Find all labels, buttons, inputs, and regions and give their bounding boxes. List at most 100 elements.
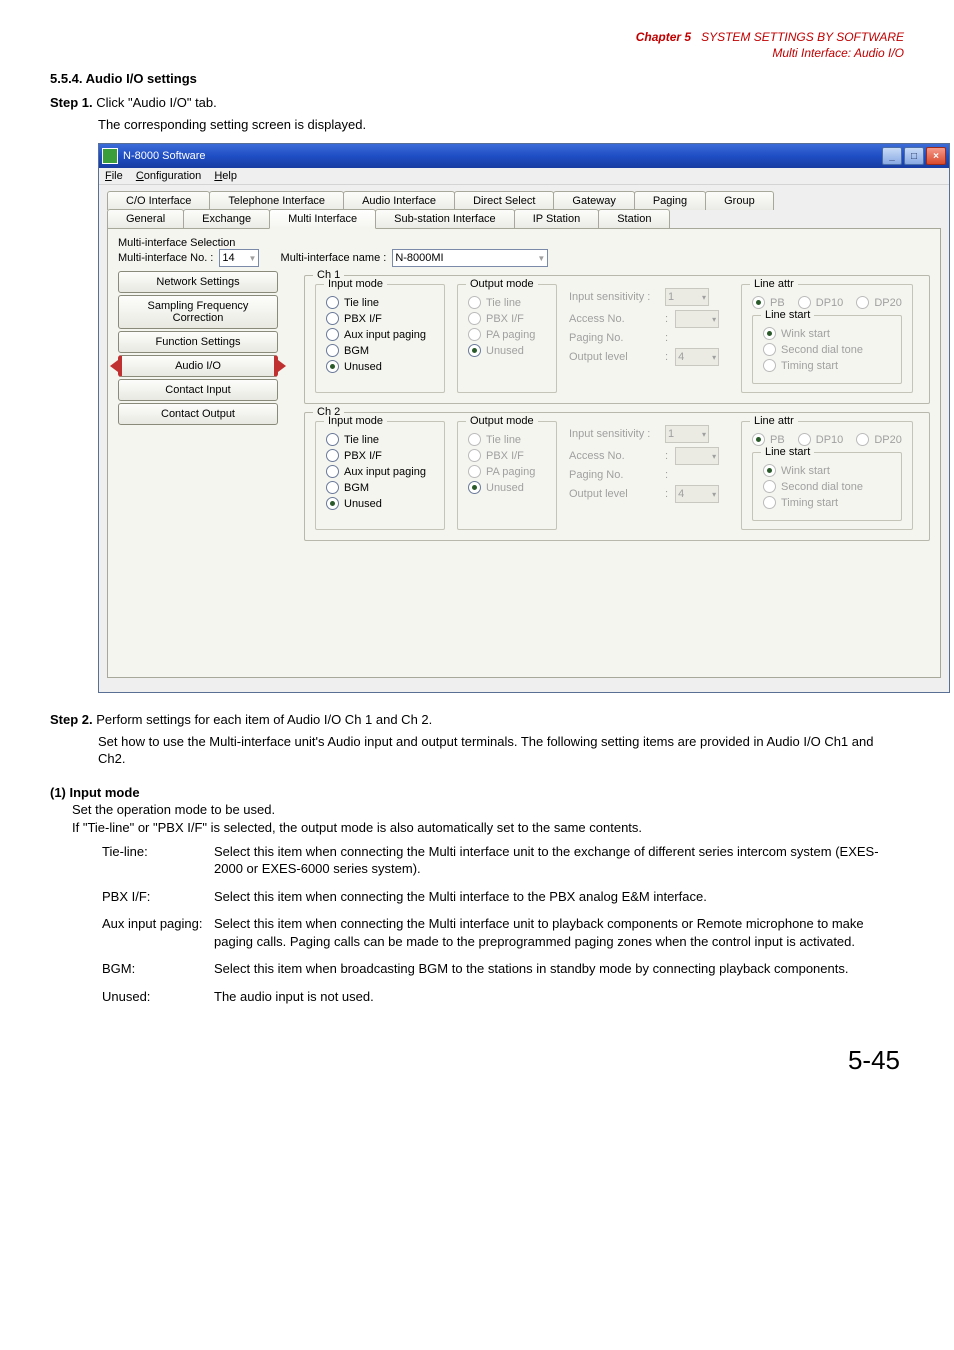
tab-station[interactable]: Station (598, 209, 670, 228)
step1-sub: The corresponding setting screen is disp… (98, 116, 904, 134)
window-title: N-8000 Software (123, 150, 882, 162)
ch1-sens-select[interactable]: 1▾ (665, 288, 709, 306)
input-mode-line1: Set the operation mode to be used. (72, 801, 904, 819)
ch1-line-attr: Line attr PB DP10 DP20 Line start Wink s… (741, 284, 913, 393)
section-heading: 5.5.4. Audio I/O settings (50, 71, 904, 86)
ch1-second[interactable]: Second dial tone (763, 343, 891, 356)
def-tie-term: Tie-line: (102, 843, 214, 878)
def-pbx-desc: Select this item when connecting the Mul… (214, 888, 904, 906)
menu-file[interactable]: File (105, 170, 123, 182)
ch1-access-select[interactable]: ▾ (675, 310, 719, 328)
mi-no-label: Multi-interface No. : (118, 252, 213, 264)
input-mode-heading: (1) Input mode (50, 784, 904, 802)
def-aux-term: Aux input paging: (102, 915, 214, 950)
tab-ip-station[interactable]: IP Station (514, 209, 600, 228)
step2-text: Perform settings for each item of Audio … (96, 712, 432, 727)
step1-label: Step 1. (50, 95, 93, 110)
ch1-pb[interactable] (752, 296, 765, 309)
ch2-out-pa[interactable]: PA paging (468, 465, 546, 478)
def-unused-desc: The audio input is not used. (214, 988, 904, 1006)
tab-general[interactable]: General (107, 209, 184, 228)
ch2-sens-select[interactable]: 1▾ (665, 425, 709, 443)
sidebar-item-contact-output[interactable]: Contact Output (118, 403, 278, 425)
tab-direct-select[interactable]: Direct Select (454, 191, 554, 210)
def-aux-desc: Select this item when connecting the Mul… (214, 915, 904, 950)
mi-no-select[interactable]: 14▼ (219, 249, 259, 267)
ch2-input-mode: Input mode Tie line PBX I/F Aux input pa… (315, 421, 445, 530)
sidebar-item-function[interactable]: Function Settings (118, 331, 278, 353)
tab-telephone-interface[interactable]: Telephone Interface (209, 191, 344, 210)
maximize-button[interactable]: □ (904, 147, 924, 165)
ch1-out-pbx[interactable]: PBX I/F (468, 312, 546, 325)
ch2-access-select[interactable]: ▾ (675, 447, 719, 465)
ch2-out-pbx[interactable]: PBX I/F (468, 449, 546, 462)
ch2-wink[interactable]: Wink start (763, 464, 891, 477)
mi-name-value: N-8000MI (395, 252, 443, 264)
chapter-label: Chapter 5 (636, 30, 691, 44)
close-button[interactable]: × (926, 147, 946, 165)
ch1-in-bgm[interactable]: BGM (326, 344, 434, 357)
ch1-dp20[interactable] (856, 296, 869, 309)
menu-configuration[interactable]: Configuration (136, 170, 201, 182)
tab-group[interactable]: Group (705, 191, 774, 210)
tab-co-interface[interactable]: C/O Interface (107, 191, 210, 210)
ch1-in-pbx[interactable]: PBX I/F (326, 312, 434, 325)
input-mode-line2: If "Tie-line" or "PBX I/F" is selected, … (72, 819, 904, 837)
ch2-in-tie[interactable]: Tie line (326, 433, 434, 446)
tabpanel-multi-interface: Multi-interface Selection Multi-interfac… (107, 228, 941, 678)
ch1-in-unused[interactable]: Unused (326, 360, 434, 373)
sidebar-item-network[interactable]: Network Settings (118, 271, 278, 293)
menu-help[interactable]: Help (214, 170, 237, 182)
ch2-out-unused[interactable]: Unused (468, 481, 546, 494)
ch1-out-tie[interactable]: Tie line (468, 296, 546, 309)
ch1-in-tie[interactable]: Tie line (326, 296, 434, 309)
def-unused-term: Unused: (102, 988, 214, 1006)
ch1-timing[interactable]: Timing start (763, 359, 891, 372)
tab-gateway[interactable]: Gateway (553, 191, 634, 210)
ch1-outlvl-select[interactable]: 4▾ (675, 348, 719, 366)
ch1-output-mode-legend: Output mode (466, 278, 538, 290)
ch2-in-bgm[interactable]: BGM (326, 481, 434, 494)
ch1-lineattr-legend: Line attr (750, 278, 798, 290)
def-bgm-term: BGM: (102, 960, 214, 978)
minimize-button[interactable]: _ (882, 147, 902, 165)
ch2-in-aux[interactable]: Aux input paging (326, 465, 434, 478)
titlebar: N-8000 Software _ □ × (99, 144, 949, 168)
sidebar-item-contact-input[interactable]: Contact Input (118, 379, 278, 401)
mi-name-select[interactable]: N-8000MI▼ (392, 249, 548, 267)
ch2-in-unused[interactable]: Unused (326, 497, 434, 510)
ch2-line-attr: Line attr PB DP10 DP20 Line start Wink s… (741, 421, 913, 530)
tab-audio-interface[interactable]: Audio Interface (343, 191, 455, 210)
ch1-out-pa[interactable]: PA paging (468, 328, 546, 341)
step2-label: Step 2. (50, 712, 93, 727)
ch1-output-mode: Output mode Tie line PBX I/F PA paging U… (457, 284, 557, 393)
ch1-in-aux[interactable]: Aux input paging (326, 328, 434, 341)
ch2-pb[interactable] (752, 433, 765, 446)
chapter-subtitle: Multi Interface: Audio I/O (50, 46, 904, 62)
app-icon (102, 148, 118, 164)
ch1-line-start: Line start Wink start Second dial tone T… (752, 315, 902, 384)
ch2-dp10[interactable] (798, 433, 811, 446)
tab-exchange[interactable]: Exchange (183, 209, 270, 228)
tabrow-second: General Exchange Multi Interface Sub-sta… (107, 209, 941, 228)
group-ch2: Ch 2 Input mode Tie line PBX I/F Aux inp… (304, 412, 930, 541)
ch1-dp10[interactable] (798, 296, 811, 309)
ch1-params: Input sensitivity :1▾ Access No.: ▾ Pagi… (569, 284, 729, 393)
sidebar-item-audio-io[interactable]: Audio I/O (118, 355, 278, 377)
ch1-out-unused[interactable]: Unused (468, 344, 546, 357)
ch2-out-tie[interactable]: Tie line (468, 433, 546, 446)
ch2-in-pbx[interactable]: PBX I/F (326, 449, 434, 462)
tabrow-top: C/O Interface Telephone Interface Audio … (107, 191, 941, 210)
sidebar: Network Settings Sampling Frequency Corr… (118, 271, 278, 427)
sidebar-item-sampling[interactable]: Sampling Frequency Correction (118, 295, 278, 329)
ch2-timing[interactable]: Timing start (763, 496, 891, 509)
tab-multi-interface[interactable]: Multi Interface (269, 209, 376, 229)
ch2-dp20[interactable] (856, 433, 869, 446)
app-window: N-8000 Software _ □ × File Configuration… (98, 143, 950, 693)
ch1-input-mode: Input mode Tie line PBX I/F Aux input pa… (315, 284, 445, 393)
ch2-second[interactable]: Second dial tone (763, 480, 891, 493)
ch1-wink[interactable]: Wink start (763, 327, 891, 340)
ch2-outlvl-select[interactable]: 4▾ (675, 485, 719, 503)
tab-paging[interactable]: Paging (634, 191, 706, 210)
tab-substation-interface[interactable]: Sub-station Interface (375, 209, 515, 228)
